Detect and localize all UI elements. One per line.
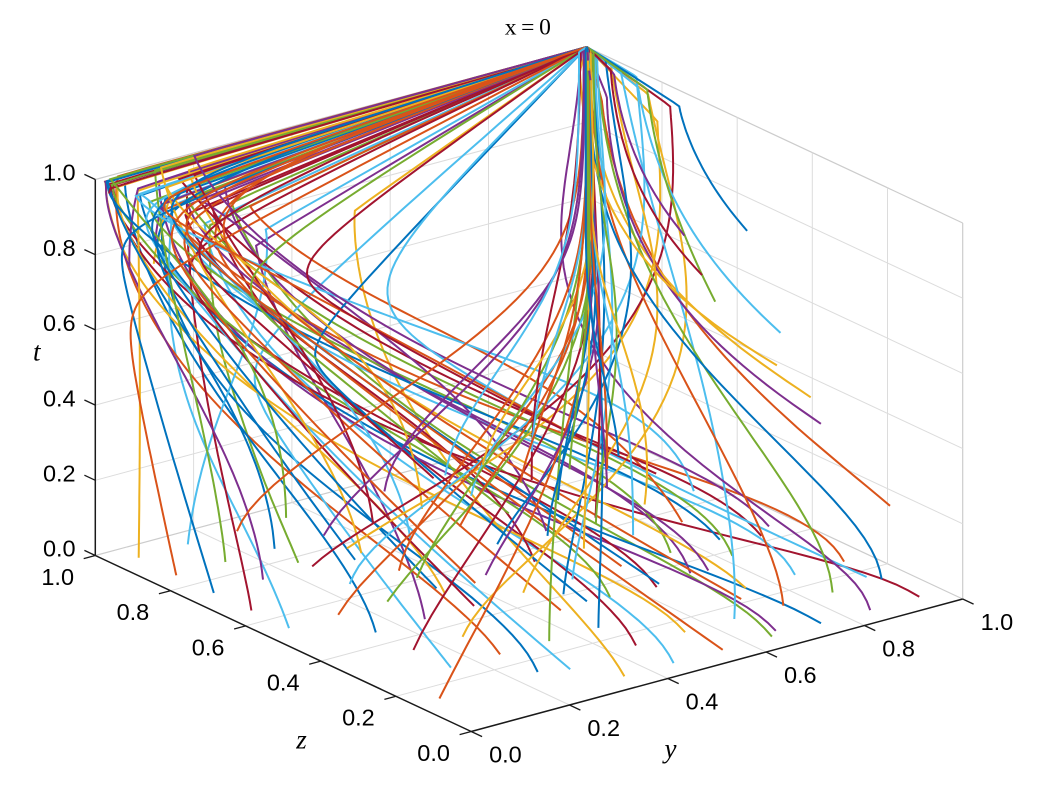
svg-text:0.8: 0.8 [882, 636, 915, 662]
svg-text:t: t [33, 337, 42, 367]
svg-text:0.6: 0.6 [784, 662, 817, 688]
svg-text:1.0: 1.0 [981, 609, 1014, 635]
svg-text:0.0: 0.0 [417, 740, 450, 766]
svg-text:0.4: 0.4 [43, 385, 76, 411]
svg-text:0.2: 0.2 [342, 705, 375, 731]
svg-text:0.8: 0.8 [117, 599, 150, 625]
svg-text:0.2: 0.2 [43, 461, 76, 487]
svg-text:0.6: 0.6 [192, 634, 225, 660]
svg-text:0.0: 0.0 [43, 536, 76, 562]
svg-text:0.8: 0.8 [43, 235, 76, 261]
svg-text:0.4: 0.4 [686, 689, 719, 715]
svg-text:0.4: 0.4 [267, 670, 300, 696]
svg-text:x = 0: x = 0 [505, 15, 551, 41]
svg-text:0.6: 0.6 [43, 310, 76, 336]
svg-text:y: y [662, 733, 677, 763]
svg-text:0.0: 0.0 [489, 742, 522, 768]
svg-text:1.0: 1.0 [43, 160, 76, 186]
svg-text:1.0: 1.0 [41, 564, 74, 590]
svg-text:0.2: 0.2 [587, 715, 620, 741]
svg-text:z: z [295, 725, 307, 755]
